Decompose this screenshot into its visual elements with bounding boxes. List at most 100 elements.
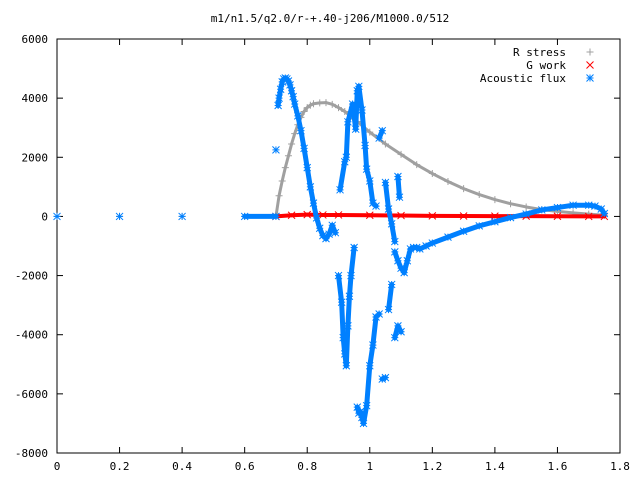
- series-line-segment: [343, 323, 351, 369]
- series-line-segment: [415, 163, 434, 176]
- series-line-segment: [289, 212, 310, 218]
- series-line-segment: [353, 88, 360, 132]
- y-tick-label: -8000: [15, 447, 48, 460]
- series-line-segment: [477, 193, 497, 202]
- data-point: [591, 202, 599, 210]
- data-point: [413, 161, 421, 169]
- data-point: [319, 211, 327, 219]
- data-point: [342, 361, 351, 370]
- data-point: [522, 210, 531, 218]
- x-tick-label: 0.2: [110, 460, 130, 473]
- series-line-segment: [461, 223, 482, 234]
- series-line-segment: [364, 363, 373, 409]
- data-point: [378, 126, 387, 135]
- x-tick-label: 0.8: [297, 460, 317, 473]
- data-point: [325, 230, 333, 239]
- data-point: [537, 206, 546, 214]
- data-point: [365, 177, 374, 185]
- data-point: [344, 321, 352, 330]
- data-point: [272, 212, 280, 221]
- data-point: [369, 341, 377, 349]
- series-line-segment: [509, 202, 528, 209]
- data-point: [387, 219, 396, 228]
- x-tick-label: 0.6: [235, 460, 255, 473]
- data-point: [350, 243, 358, 252]
- data-point: [341, 107, 349, 115]
- data-point: [390, 237, 399, 246]
- series-r-stress: [53, 99, 608, 220]
- data-point: [275, 192, 283, 200]
- legend-label: R stress: [513, 46, 566, 59]
- data-point: [347, 271, 355, 280]
- data-point: [491, 196, 499, 204]
- data-point: [428, 211, 437, 220]
- series-line-segment: [493, 198, 513, 206]
- data-point: [358, 413, 366, 422]
- data-point: [53, 212, 61, 221]
- series-line-segment: [277, 179, 284, 198]
- y-tick-label: 2000: [22, 151, 49, 164]
- data-point: [395, 193, 404, 202]
- data-point: [459, 212, 468, 220]
- series-acoustic-flux: [53, 74, 609, 428]
- y-tick-label: 4000: [22, 92, 49, 105]
- data-point: [348, 100, 357, 108]
- series-line-segment: [356, 83, 365, 113]
- data-point: [553, 203, 562, 212]
- series-line-segment: [370, 314, 379, 348]
- data-point: [569, 201, 577, 210]
- data-point: [387, 280, 396, 289]
- x-tick-label: 1.2: [422, 460, 442, 473]
- data-point: [394, 256, 402, 265]
- data-point: [342, 153, 351, 162]
- data-point: [358, 106, 366, 114]
- data-point: [337, 298, 346, 307]
- data-point: [384, 205, 393, 213]
- series-line-segment: [274, 194, 281, 218]
- series-line-segment: [462, 187, 481, 197]
- data-point: [507, 200, 515, 208]
- data-point: [428, 239, 437, 247]
- data-point: [353, 403, 362, 412]
- data-point: [331, 228, 340, 237]
- data-point: [397, 150, 405, 158]
- data-point: [276, 85, 285, 94]
- legend-marker: [586, 48, 594, 56]
- data-point: [460, 185, 468, 193]
- y-tick-label: -2000: [15, 270, 48, 283]
- axis-ticks: 0 0.2 0.4 0.6 0.8 1 1.2 1.4 1.6 1.86000400020000-…: [15, 33, 630, 473]
- series-line-segment: [383, 142, 403, 156]
- series-line-segment: [492, 215, 514, 225]
- data-point: [397, 211, 405, 220]
- data-point: [444, 178, 452, 186]
- data-point: [275, 94, 283, 102]
- series-line-segment: [283, 154, 290, 170]
- series-line-segment: [399, 152, 419, 167]
- series-line-segment: [290, 132, 297, 146]
- data-point: [406, 245, 415, 253]
- data-point: [422, 242, 430, 250]
- data-point: [287, 86, 296, 95]
- y-tick-label: 6000: [22, 33, 49, 46]
- data-point: [400, 268, 409, 277]
- data-point: [306, 101, 314, 109]
- data-point: [288, 140, 296, 148]
- y-tick-label: 0: [41, 210, 48, 223]
- data-point: [340, 157, 349, 166]
- data-point: [303, 163, 312, 172]
- plot-frame: [56, 38, 621, 454]
- series-line-segment: [295, 113, 304, 134]
- data-point: [362, 165, 371, 173]
- series-line-segment: [386, 206, 395, 227]
- data-point: [362, 401, 371, 410]
- data-point: [428, 170, 436, 178]
- data-point: [284, 77, 293, 85]
- data-point: [553, 212, 562, 221]
- data-point: [491, 217, 499, 226]
- series-line-segment: [301, 145, 310, 171]
- data-point: [394, 172, 402, 181]
- data-point: [390, 333, 399, 342]
- data-point: [290, 100, 299, 108]
- data-point: [240, 212, 249, 221]
